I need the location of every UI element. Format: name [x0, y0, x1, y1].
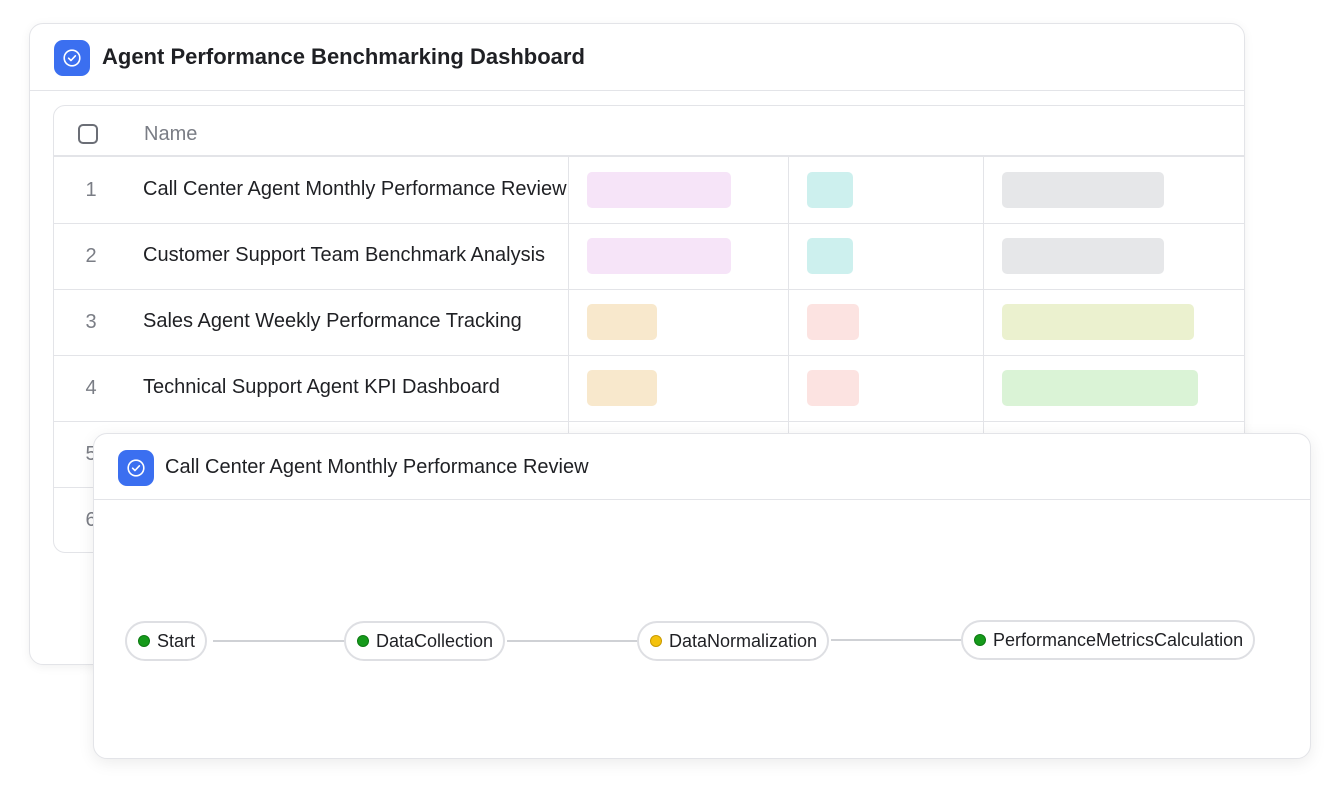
tag-chip	[1002, 304, 1194, 340]
row-name[interactable]: Call Center Agent Monthly Performance Re…	[143, 178, 567, 200]
table-row[interactable]: 1 Call Center Agent Monthly Performance …	[54, 157, 1244, 224]
detail-title: Call Center Agent Monthly Performance Re…	[165, 456, 589, 478]
row-number: 3	[85, 311, 97, 333]
table-row[interactable]: 4 Technical Support Agent KPI Dashboard	[54, 355, 1244, 422]
status-dot-complete	[974, 634, 986, 646]
row-number: 1	[85, 179, 97, 201]
column-header-name[interactable]: Name	[144, 123, 198, 145]
table-header: Name	[54, 106, 1244, 157]
tag-chip	[1002, 370, 1198, 406]
tag-chip	[587, 370, 657, 406]
workflow-node-datacollection[interactable]: DataCollection	[344, 621, 506, 661]
workflow-edge	[507, 640, 639, 642]
row-name[interactable]: Technical Support Agent KPI Dashboard	[143, 376, 500, 398]
table-row[interactable]: 2 Customer Support Team Benchmark Analys…	[54, 223, 1244, 290]
tag-chip	[587, 304, 657, 340]
status-dot-complete	[138, 635, 150, 647]
row-name[interactable]: Sales Agent Weekly Performance Tracking	[143, 310, 522, 332]
workflow-node-datanormalization[interactable]: DataNormalization	[637, 621, 830, 661]
tag-chip	[587, 172, 731, 208]
tag-chip	[1002, 172, 1164, 208]
table-row[interactable]: 6	[54, 487, 1244, 552]
tag-chip	[807, 304, 859, 340]
column-divider	[788, 157, 789, 552]
workflow-detail-window: Call Center Agent Monthly Performance Re…	[93, 433, 1311, 759]
node-label: DataNormalization	[669, 630, 818, 651]
tag-chip	[807, 172, 853, 208]
workflow-node-performancemetricscalculation[interactable]: PerformanceMetricsCalculation	[961, 620, 1256, 660]
row-number: 2	[85, 245, 97, 267]
tag-chip	[807, 370, 859, 406]
status-dot-complete	[357, 635, 369, 647]
workflow-edge	[213, 640, 345, 642]
tag-chip	[1002, 238, 1164, 274]
status-dot-in-progress	[650, 635, 662, 647]
node-label: PerformanceMetricsCalculation	[993, 629, 1244, 650]
select-all-checkbox[interactable]	[78, 124, 98, 144]
dashboard-header: Agent Performance Benchmarking Dashboard	[30, 24, 1244, 91]
row-name[interactable]: Customer Support Team Benchmark Analysis	[143, 244, 546, 266]
check-circle-icon	[54, 40, 90, 76]
row-number: 5	[85, 443, 97, 465]
tag-chip	[587, 238, 731, 274]
workflow-node-start[interactable]: Start	[125, 621, 208, 661]
node-label: DataCollection	[376, 630, 494, 651]
tag-chip	[807, 238, 853, 274]
column-divider	[983, 157, 984, 552]
row-number: 6	[85, 509, 97, 531]
check-circle-icon	[118, 450, 154, 486]
page-title: Agent Performance Benchmarking Dashboard	[102, 44, 585, 69]
row-number: 4	[85, 377, 97, 399]
detail-header: Call Center Agent Monthly Performance Re…	[94, 434, 1310, 500]
workflow-edge	[831, 639, 963, 641]
node-label: Start	[157, 630, 196, 651]
column-divider	[568, 157, 569, 552]
table-row[interactable]: 3 Sales Agent Weekly Performance Trackin…	[54, 289, 1244, 356]
